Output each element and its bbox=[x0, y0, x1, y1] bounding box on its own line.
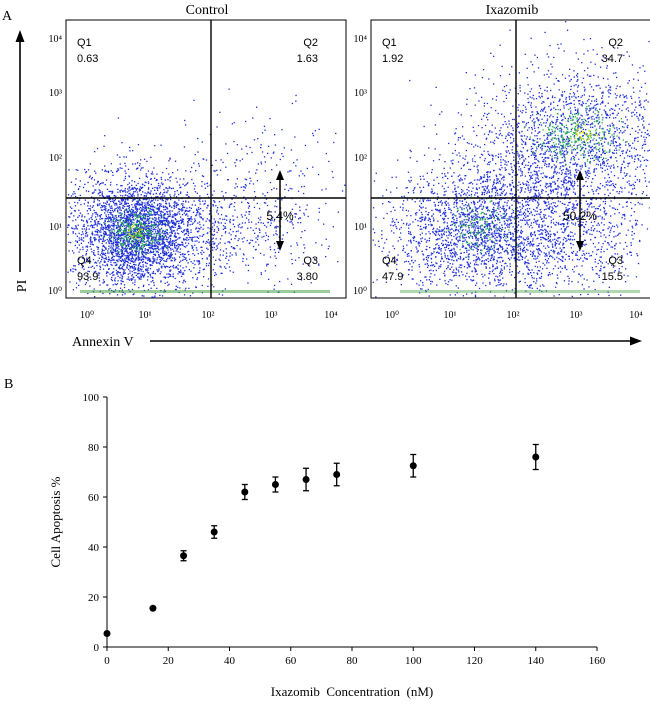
quadrant-q1-value: 1.92 bbox=[382, 53, 403, 65]
y-tick-labels: 10⁰ 10¹ 10² 10³ 10⁴ bbox=[353, 34, 368, 297]
apoptosis-total-label: 5.4% bbox=[266, 209, 294, 223]
x-tick-label: 10⁴ bbox=[629, 310, 643, 321]
x-tick-label: 10⁰ bbox=[385, 310, 399, 321]
quadrant-q4-name: Q4 bbox=[77, 255, 92, 267]
data-point bbox=[409, 462, 417, 470]
y-tick-label: 10⁰ bbox=[48, 286, 62, 297]
x-tick-labels: 10⁰ 10¹ 10² 10³ 10⁴ bbox=[385, 310, 643, 321]
data-point bbox=[532, 453, 540, 461]
y-tick-labels: 10⁰ 10¹ 10² 10³ 10⁴ bbox=[48, 34, 63, 297]
data-point bbox=[180, 552, 188, 560]
y-tick-label: 10² bbox=[354, 153, 367, 164]
quadrant-q2-value: 34.7 bbox=[602, 53, 623, 65]
quadrant-q4-value: 47.9 bbox=[382, 271, 403, 283]
data-point bbox=[333, 471, 341, 478]
x-tick-label: 80 bbox=[347, 655, 359, 667]
apoptosis-double-arrow bbox=[576, 170, 584, 251]
data-point bbox=[210, 528, 218, 536]
y-tick-label: 40 bbox=[88, 542, 100, 554]
x-tick-label: 10² bbox=[507, 310, 520, 321]
scatter-points-ixazomib bbox=[372, 21, 650, 298]
y-tick-label: 60 bbox=[88, 492, 100, 504]
panel-a-label: A bbox=[2, 9, 13, 24]
x-tick-label: 10¹ bbox=[444, 310, 457, 321]
pi-axis-title: PI bbox=[15, 279, 30, 292]
y-tick-label: 20 bbox=[88, 592, 100, 604]
y-tick-label: 10⁴ bbox=[354, 34, 368, 45]
flow-plot-ixazomib: Ixazomib Q1 1.92 Q2 34.7 Q3 15.5 Q4 47.9… bbox=[353, 3, 650, 321]
data-point bbox=[271, 481, 279, 488]
y-tick-label: 0 bbox=[94, 642, 100, 654]
scatter-points-control bbox=[67, 88, 346, 299]
x-axis-ticks: 0 20 40 60 80 100 120 140 160 bbox=[104, 647, 606, 667]
x-tick-label: 120 bbox=[466, 655, 483, 667]
data-point bbox=[103, 630, 111, 637]
quadrant-q1-name: Q1 bbox=[77, 37, 92, 49]
y-tick-label: 10³ bbox=[49, 88, 62, 99]
data-point bbox=[241, 488, 249, 496]
x-tick-label: 10³ bbox=[570, 310, 583, 321]
y-tick-label: 10² bbox=[49, 153, 62, 164]
x-tick-label: 10⁰ bbox=[80, 310, 94, 321]
plot-title-control: Control bbox=[186, 3, 229, 18]
y-tick-label: 10³ bbox=[354, 88, 367, 99]
quadrant-q1-name: Q1 bbox=[382, 37, 397, 49]
x-axis-title: Ixazomib Concentration (nM) bbox=[271, 684, 433, 699]
data-points bbox=[103, 443, 540, 637]
quadrant-q3-value: 3.80 bbox=[297, 271, 318, 283]
y-axis-ticks: 0 20 40 60 80 100 bbox=[83, 392, 107, 654]
annexin-axis-title: Annexin V bbox=[72, 335, 134, 350]
x-tick-label: 60 bbox=[285, 655, 297, 667]
y-tick-label: 10¹ bbox=[49, 222, 62, 233]
annexin-axis-arrow bbox=[150, 336, 642, 346]
apoptosis-total-label: 50.2% bbox=[563, 209, 597, 223]
x-tick-label: 10² bbox=[202, 310, 215, 321]
x-tick-label: 10⁴ bbox=[324, 310, 338, 321]
y-tick-label: 10⁴ bbox=[49, 34, 63, 45]
x-tick-labels: 10⁰ 10¹ 10² 10³ 10⁴ bbox=[80, 310, 338, 321]
x-tick-label: 140 bbox=[528, 655, 545, 667]
y-tick-label: 10⁰ bbox=[353, 286, 367, 297]
panel-b-label: B bbox=[4, 377, 13, 392]
quadrant-q2-name: Q2 bbox=[608, 37, 623, 49]
flow-plot-control: Control Q1 0.63 Q2 1.63 Q3 3.80 Q4 93.9 … bbox=[48, 3, 347, 321]
plot-frame bbox=[65, 19, 347, 299]
quadrant-q2-value: 1.63 bbox=[297, 53, 318, 65]
data-point bbox=[302, 476, 310, 483]
apoptosis-dose-response-chart: 0 20 40 60 80 100 0 20 40 60 80 100 120 140 160 Cell … bbox=[48, 392, 606, 699]
pi-axis-arrow bbox=[15, 30, 25, 272]
x-tick-label: 0 bbox=[104, 655, 110, 667]
apoptosis-double-arrow bbox=[276, 170, 284, 251]
quadrant-q3-name: Q3 bbox=[303, 255, 318, 267]
x-tick-label: 20 bbox=[163, 655, 175, 667]
y-tick-label: 100 bbox=[83, 392, 100, 404]
data-point bbox=[149, 604, 157, 612]
x-tick-label: 10³ bbox=[265, 310, 278, 321]
y-tick-label: 80 bbox=[88, 442, 100, 454]
x-tick-label: 40 bbox=[224, 655, 236, 667]
quadrant-q4-value: 93.9 bbox=[77, 271, 98, 283]
x-tick-label: 100 bbox=[405, 655, 422, 667]
quadrant-q3-value: 15.5 bbox=[602, 271, 623, 283]
quadrant-q1-value: 0.63 bbox=[77, 53, 98, 65]
x-tick-label: 10¹ bbox=[139, 310, 152, 321]
y-axis-title: Cell Apoptosis % bbox=[48, 476, 63, 567]
quadrant-q2-name: Q2 bbox=[303, 37, 318, 49]
quadrant-q3-name: Q3 bbox=[608, 255, 623, 267]
y-tick-label: 10¹ bbox=[354, 222, 367, 233]
x-tick-label: 160 bbox=[589, 655, 606, 667]
quadrant-q4-name: Q4 bbox=[382, 255, 397, 267]
plot-title-ixazomib: Ixazomib bbox=[486, 3, 539, 18]
